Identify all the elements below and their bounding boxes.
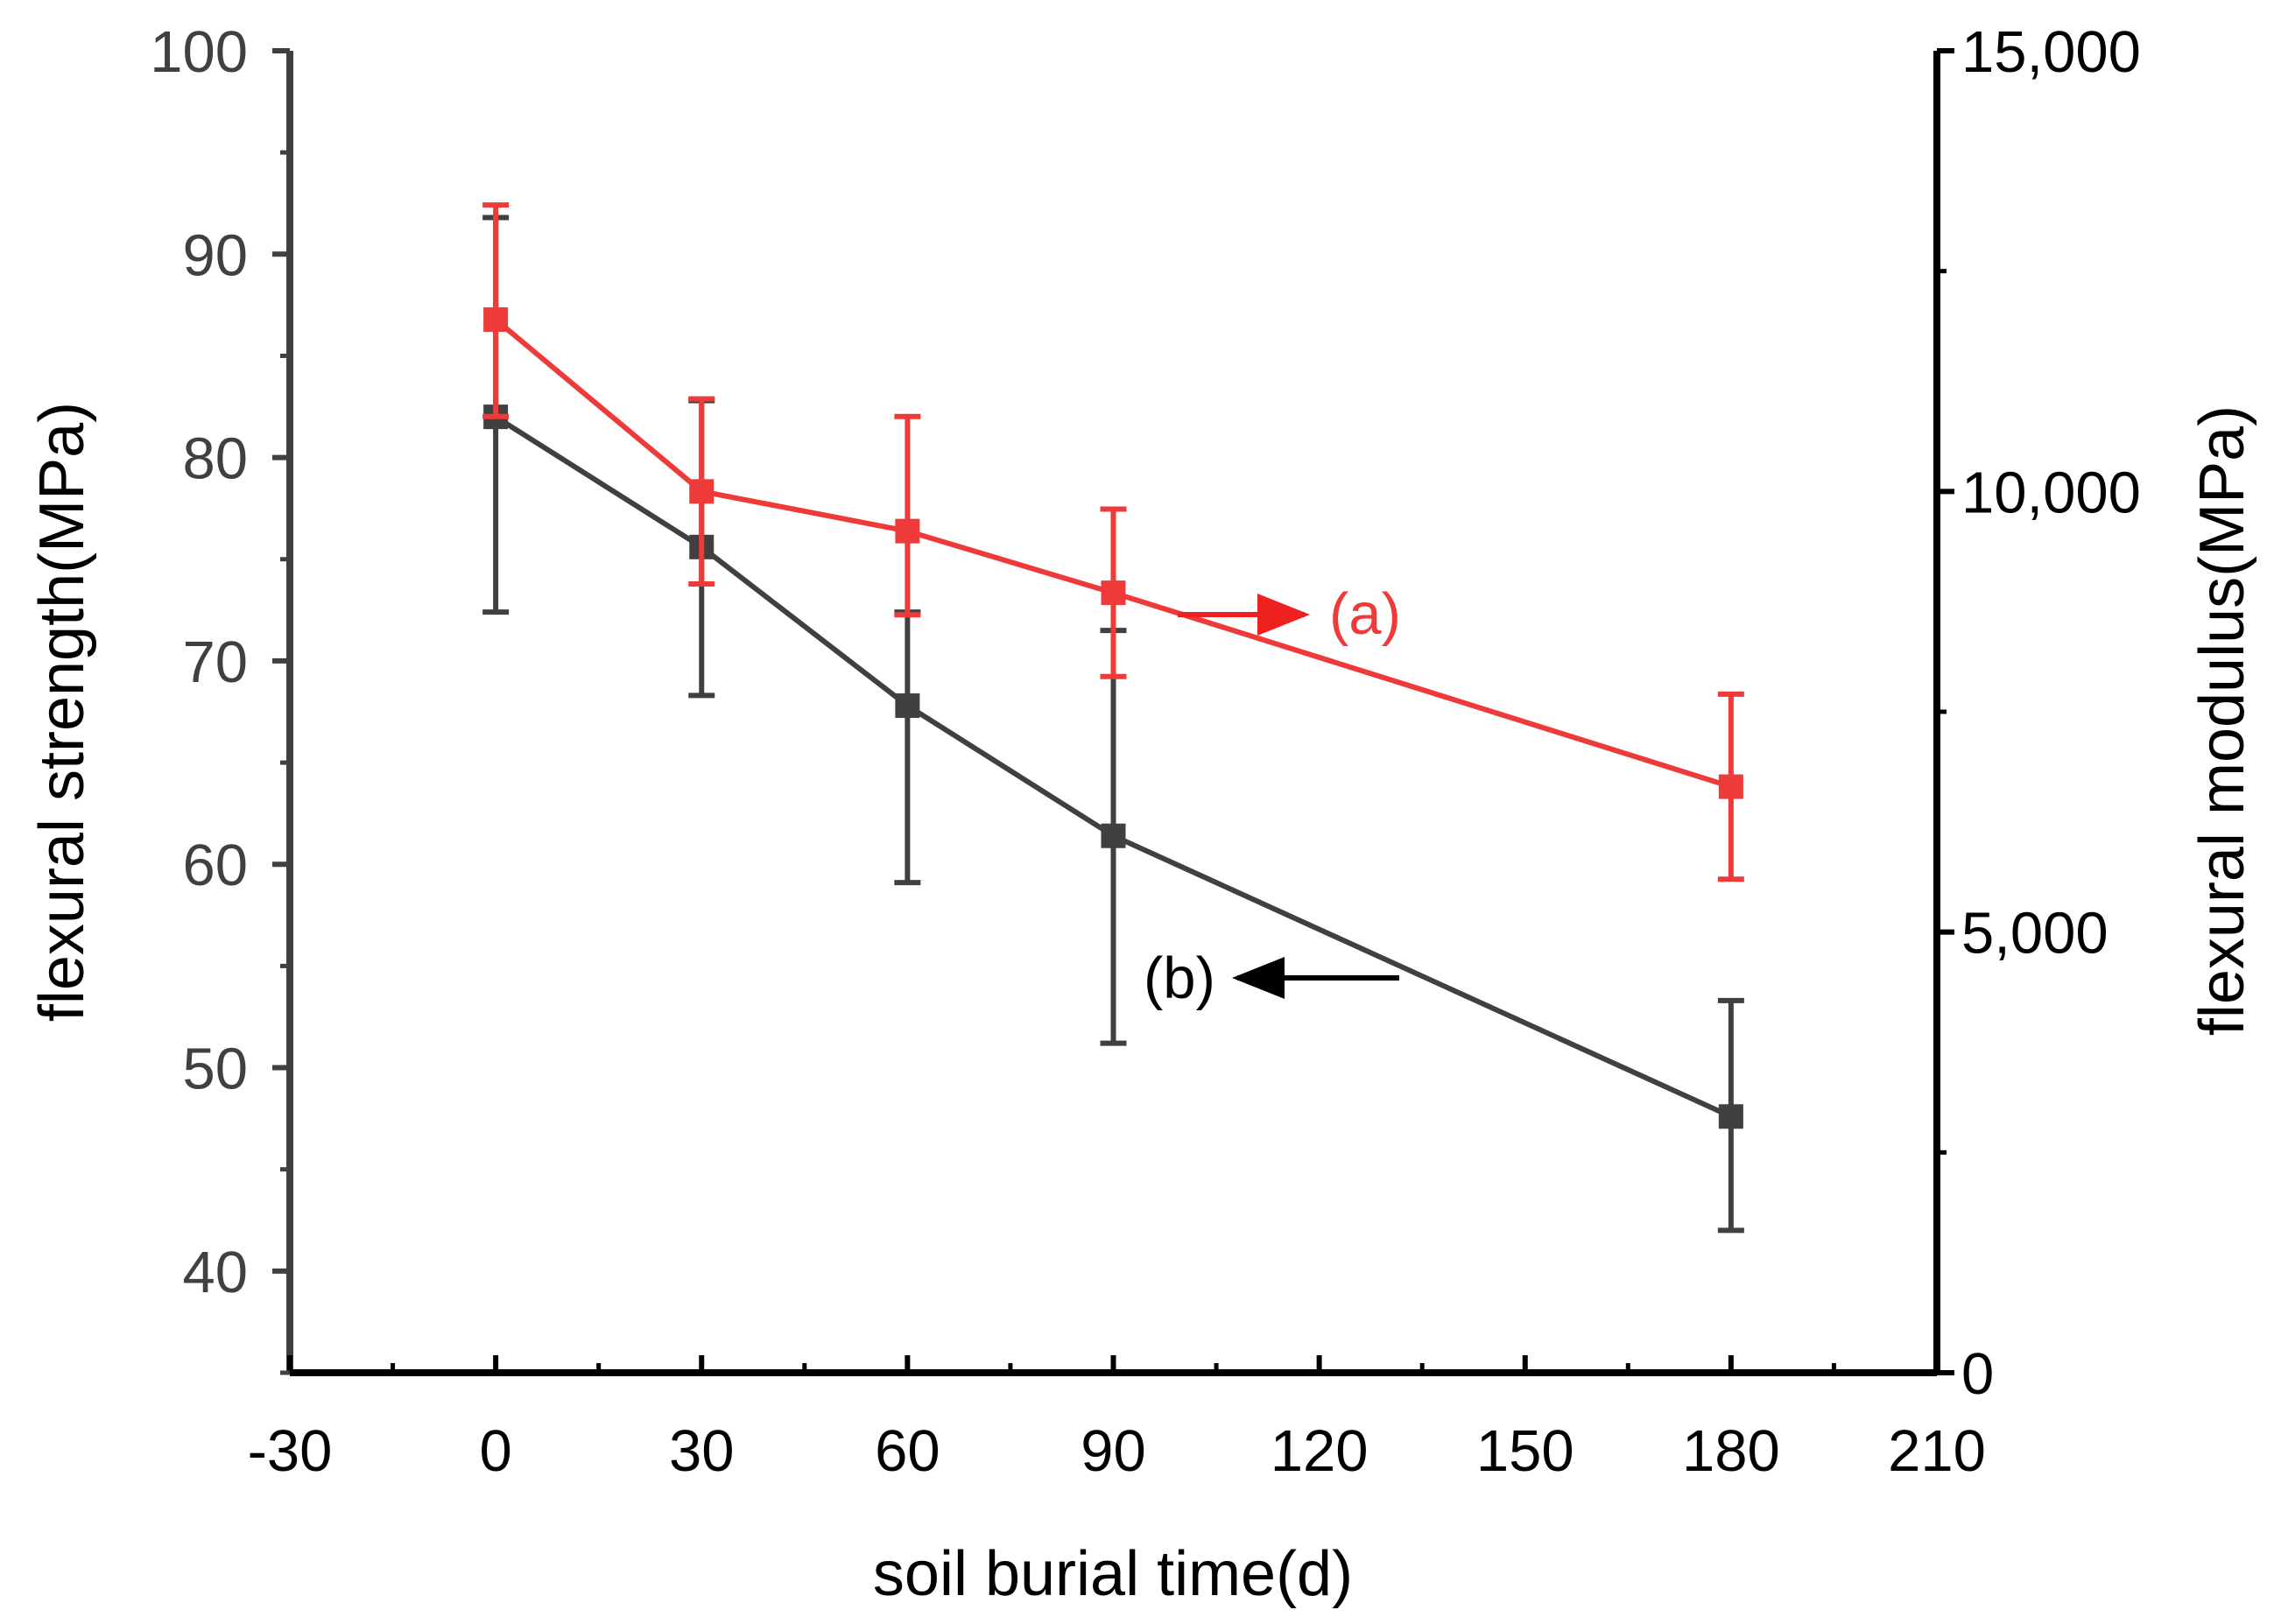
series-b-label: (b) bbox=[1144, 946, 1215, 1011]
y-right-tick-label: 15,000 bbox=[1961, 19, 2141, 85]
series-a-label: (a) bbox=[1329, 581, 1401, 647]
annotations: (a) (b) bbox=[1144, 581, 1401, 1011]
y-left-tick-label: 70 bbox=[182, 629, 248, 695]
right-axis-title: flexural modulus(MPa) bbox=[2187, 405, 2257, 1036]
series-layer bbox=[482, 202, 1744, 1234]
y-left-tick-label: 90 bbox=[182, 222, 248, 288]
y-left-tick-label: 40 bbox=[182, 1240, 248, 1305]
y-left-tick-label: 80 bbox=[182, 426, 248, 492]
y-left-ticks: 40 50 60 70 80 90 100 bbox=[150, 19, 290, 1375]
data-point bbox=[483, 307, 509, 333]
data-point bbox=[1101, 580, 1126, 606]
series-a bbox=[482, 202, 1744, 882]
x-tick-label: 210 bbox=[1888, 1418, 1986, 1484]
x-tick-label: 120 bbox=[1271, 1418, 1369, 1484]
left-axis-title: flexural strength(MPa) bbox=[27, 402, 97, 1022]
y-left-tick-label: 60 bbox=[182, 833, 248, 898]
data-point bbox=[1718, 774, 1743, 799]
data-point bbox=[895, 693, 920, 719]
y-left-tick-label: 100 bbox=[150, 19, 248, 85]
x-axis-title: soil burial time(d) bbox=[873, 1539, 1353, 1609]
y-right-tick-label: 0 bbox=[1961, 1341, 1994, 1407]
data-point bbox=[895, 518, 920, 544]
y-right-tick-label: 5,000 bbox=[1961, 901, 2109, 967]
y-right-ticks: 0 5,000 10,000 15,000 bbox=[1937, 19, 2141, 1407]
x-tick-label: 0 bbox=[479, 1418, 511, 1484]
x-tick-label: 90 bbox=[1081, 1418, 1146, 1484]
x-tick-label: 180 bbox=[1682, 1418, 1780, 1484]
x-tick-label: -30 bbox=[248, 1418, 333, 1484]
y-right-tick-label: 10,000 bbox=[1961, 460, 2141, 525]
data-point bbox=[1101, 823, 1126, 848]
series-b bbox=[482, 214, 1744, 1234]
x-tick-label: 30 bbox=[669, 1418, 735, 1484]
data-point bbox=[1718, 1104, 1743, 1129]
x-tick-label: 60 bbox=[875, 1418, 940, 1484]
x-tick-label: 150 bbox=[1476, 1418, 1574, 1484]
y-left-tick-label: 50 bbox=[182, 1037, 248, 1102]
data-point bbox=[689, 479, 715, 504]
x-ticks: -30 0 30 60 90 120 150 180 210 bbox=[248, 1355, 1986, 1484]
